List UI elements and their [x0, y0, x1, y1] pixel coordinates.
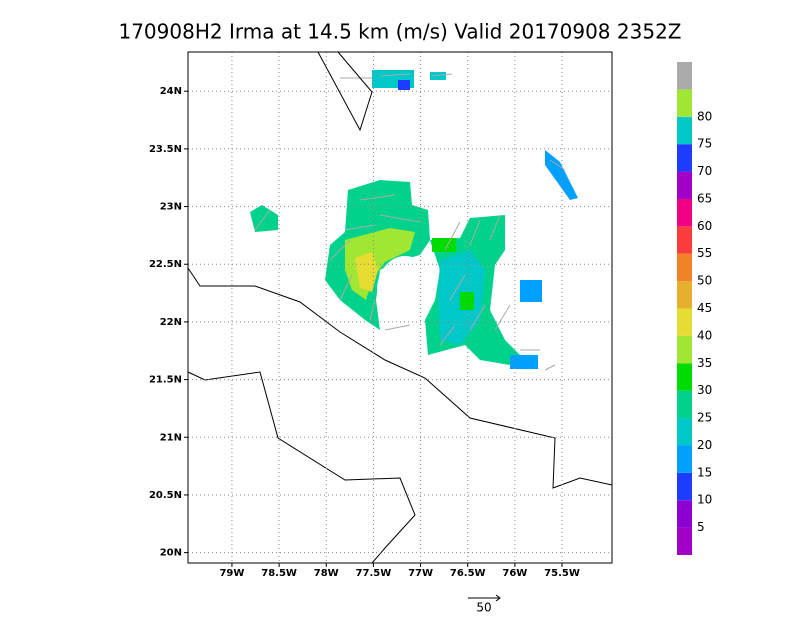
colorbar-segment [677, 62, 692, 90]
x-tick-label: 77W [408, 568, 433, 579]
x-tick-label: 79W [219, 568, 244, 579]
colorbar-segment [677, 363, 692, 391]
y-tick-label: 22N [160, 317, 182, 328]
colorbar-label: 35 [697, 356, 712, 370]
x-tick-label: 78.5W [261, 568, 297, 579]
colorbar-label: 60 [697, 219, 712, 233]
x-tick-label: 77.5W [356, 568, 392, 579]
coastline [187, 51, 613, 564]
colorbar-segment [677, 445, 692, 473]
eye [377, 256, 433, 324]
colorbar-label: 65 [697, 191, 712, 205]
vector-key-label: 50 [476, 601, 491, 615]
y-tick-label: 21.5N [149, 375, 182, 386]
colorbar-label: 50 [697, 274, 712, 288]
shade [460, 292, 474, 310]
colorbar-segment [677, 281, 692, 309]
y-tick-label: 23N [160, 202, 182, 213]
y-tick-label: 23.5N [149, 144, 182, 155]
shade [520, 280, 542, 302]
shade [432, 238, 456, 252]
colorbar-segment [677, 89, 692, 117]
shade [398, 80, 410, 90]
colorbar-label: 25 [697, 411, 712, 425]
colorbar-segment [677, 527, 692, 555]
x-tick-label: 75.5W [544, 568, 580, 579]
y-tick-label: 22.5N [149, 259, 182, 270]
key-arrowhead [495, 594, 501, 602]
colorbar-label: 80 [697, 109, 712, 123]
colorbar-segment [677, 198, 692, 227]
colorbar-label: 15 [697, 465, 712, 479]
plot-frame [187, 51, 613, 564]
colorbar-label: 20 [697, 438, 712, 452]
colorbar-label: 45 [697, 301, 712, 315]
colorbar-segment [677, 226, 692, 254]
shade [430, 72, 446, 80]
colorbar-segment [677, 171, 692, 199]
y-tick-label: 24N [160, 86, 182, 97]
colorbar-segment [677, 390, 692, 419]
colorbar-label: 30 [697, 383, 712, 397]
colorbar-segment [677, 472, 692, 501]
colorbar-segment [677, 308, 692, 336]
colorbar-segment [677, 144, 692, 172]
x-tick-label: 78W [314, 568, 339, 579]
colorbar-segment [677, 335, 692, 364]
colorbar-label: 70 [697, 164, 712, 178]
x-tick-label: 76W [502, 568, 527, 579]
colorbar-segment [677, 418, 692, 446]
y-tick-label: 20N [160, 548, 182, 559]
colorbar-segment [677, 116, 692, 145]
colorbar-label: 40 [697, 328, 712, 342]
vector-key: 50 [468, 594, 501, 615]
shade [510, 355, 538, 369]
wind-field [187, 51, 613, 564]
y-tick-label: 21N [160, 432, 182, 443]
colorbar-label: 10 [697, 493, 712, 507]
y-tick-label: 20.5N [149, 490, 182, 501]
colorbar-label: 5 [697, 520, 705, 534]
colorbar-label: 55 [697, 246, 712, 260]
title: 170908H2 Irma at 14.5 km (m/s) Valid 201… [118, 20, 681, 44]
colorbar-segment [677, 253, 692, 282]
x-tick-label: 76.5W [450, 568, 486, 579]
colorbar-segment [677, 500, 692, 528]
colorbar-label: 75 [697, 137, 712, 151]
wind-vectors [254, 73, 566, 371]
shade [355, 252, 378, 292]
